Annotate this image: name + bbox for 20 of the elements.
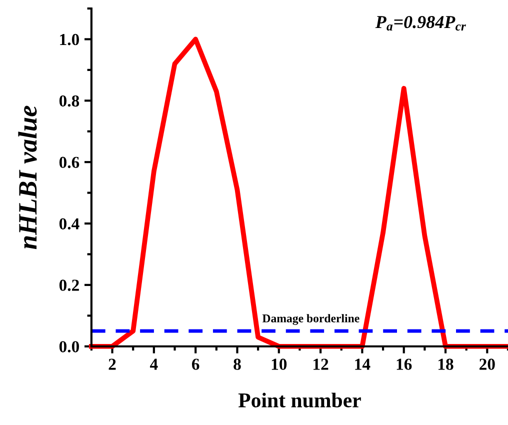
x-tick-label: 4	[150, 358, 158, 370]
y-tick-label: 0.4	[59, 218, 80, 230]
y-tick-label: 0.8	[59, 95, 80, 107]
x-tick-label: 8	[234, 358, 241, 370]
x-tick-label: 20	[480, 358, 495, 370]
x-tick-label: 2	[108, 358, 116, 370]
y-tick-label: 0.0	[59, 341, 79, 352]
y-tick-label: 0.2	[59, 280, 79, 291]
annotation: P$_{a}$=0.984P$_{cr}$	[375, 16, 466, 31]
x-tick-label: 12	[314, 358, 328, 370]
x-tick-label: 18	[438, 358, 454, 370]
x-tick-label: 16	[396, 358, 412, 370]
ref-line-label: Damage borderline	[262, 314, 360, 325]
x-tick-label: 14	[355, 358, 370, 370]
x-tick-label: 10	[272, 358, 287, 370]
y-axis-title: nHLBI value	[18, 106, 37, 250]
x-tick-label: 6	[192, 358, 200, 370]
y-tick-label: 0.6	[59, 156, 80, 168]
x-axis-title: Point number	[238, 392, 361, 408]
y-tick-label: 1.0	[60, 34, 79, 46]
